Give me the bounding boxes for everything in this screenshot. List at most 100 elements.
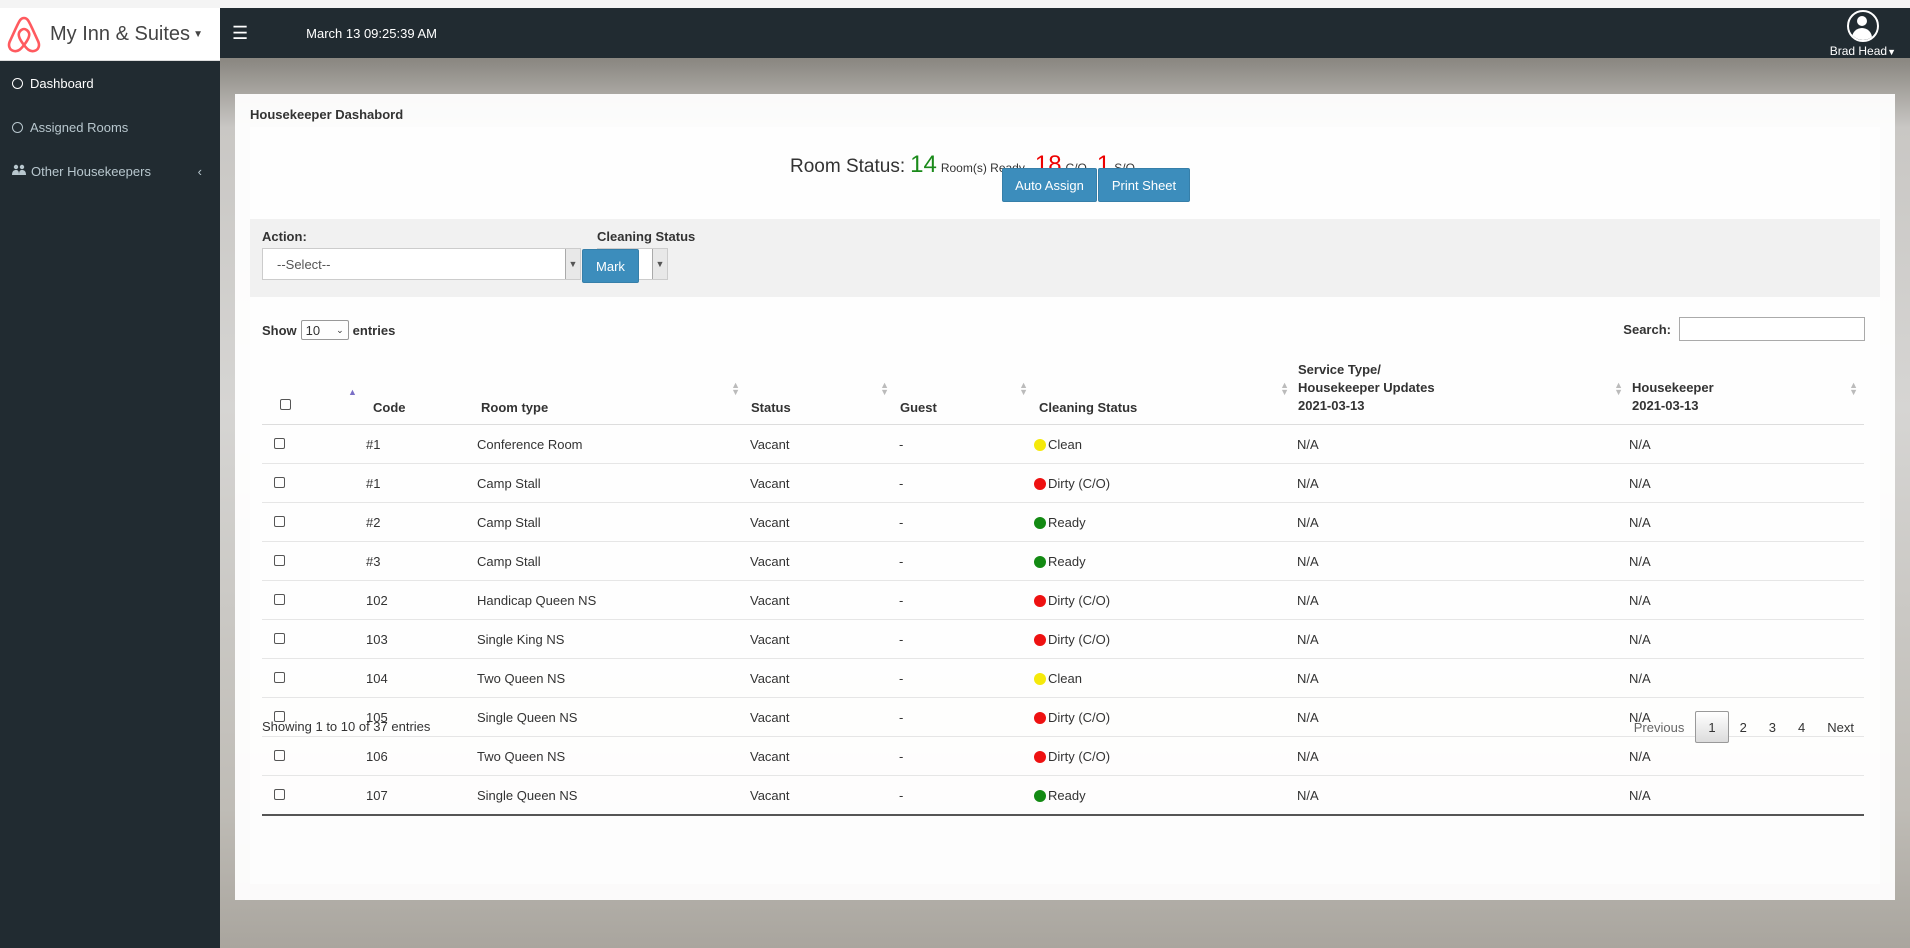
cell-housekeeper: N/A	[1629, 736, 1864, 776]
cell-guest: -	[895, 775, 1034, 815]
cell-status: Vacant	[746, 775, 895, 815]
column-header-code[interactable]: Code ▲	[344, 345, 476, 425]
cell-service-type: N/A	[1295, 658, 1629, 698]
row-checkbox[interactable]	[274, 437, 285, 449]
cleaning-status-text: Dirty (C/O)	[1048, 592, 1111, 608]
row-checkbox[interactable]	[274, 788, 285, 800]
print-sheet-button[interactable]: Print Sheet	[1098, 168, 1190, 202]
row-checkbox[interactable]	[274, 632, 285, 644]
page-button-4[interactable]: 4	[1798, 719, 1806, 735]
row-checkbox-cell	[262, 736, 344, 776]
cleaning-status-text: Dirty (C/O)	[1048, 748, 1111, 764]
column-header-guest[interactable]: Guest ▲ ▼	[895, 345, 1034, 425]
row-checkbox-cell	[262, 424, 344, 464]
cell-guest: -	[895, 697, 1034, 737]
cell-service-type: N/A	[1295, 541, 1629, 581]
select-all-checkbox[interactable]	[280, 399, 291, 410]
datetime: March 13 09:25:39 AM	[306, 25, 437, 41]
mark-button[interactable]: Mark	[582, 249, 639, 283]
row-checkbox[interactable]	[274, 593, 285, 605]
table-row: 105 Single Queen NS Vacant - Dirty (C/O) N/A N…	[262, 697, 1864, 737]
row-checkbox-cell	[262, 658, 344, 698]
search-label: Search:	[1623, 321, 1671, 337]
row-checkbox[interactable]	[274, 554, 285, 566]
cell-housekeeper: N/A	[1629, 502, 1864, 542]
table-row: #1 Camp Stall Vacant - Dirty (C/O) N/A N/A	[262, 463, 1864, 503]
cell-room-type: Single Queen NS	[476, 775, 746, 815]
page-button-3[interactable]: 3	[1768, 719, 1777, 735]
cell-status: Vacant	[746, 658, 895, 698]
row-checkbox[interactable]	[274, 476, 285, 488]
previous-page-button[interactable]: Previous	[1633, 719, 1685, 735]
cell-status: Vacant	[746, 502, 895, 542]
table-row: #1 Conference Room Vacant - Clean N/A N/A	[262, 424, 1864, 464]
sidebar-item-assigned-rooms[interactable]: Assigned Rooms	[0, 105, 220, 149]
cell-housekeeper: N/A	[1629, 775, 1864, 815]
airbnb-logo-icon	[2, 12, 46, 56]
status-dot-icon	[1034, 633, 1046, 646]
next-page-button[interactable]: Next	[1827, 719, 1854, 735]
cell-service-type: N/A	[1295, 697, 1629, 737]
auto-assign-button[interactable]: Auto Assign	[1002, 168, 1097, 202]
search-input[interactable]	[1679, 317, 1865, 341]
row-checkbox[interactable]	[274, 671, 285, 683]
cell-room-type: Two Queen NS	[476, 658, 746, 698]
sort-icon: ▲ ▼	[1614, 380, 1623, 397]
search-control: Search:	[1623, 317, 1865, 341]
column-header-status[interactable]: Status ▲ ▼	[746, 345, 895, 425]
main-area: ☰ March 13 09:25:39 AM Brad Head▼ Housek…	[220, 8, 1910, 948]
brand-menu[interactable]: My Inn & Suites ▼	[0, 8, 220, 61]
hamburger-menu-icon[interactable]: ☰	[232, 22, 249, 43]
cell-housekeeper: N/A	[1629, 658, 1864, 698]
cell-guest: -	[895, 541, 1034, 581]
cleaning-status-text: Dirty (C/O)	[1048, 475, 1111, 491]
row-checkbox-cell	[262, 463, 344, 503]
cell-cleaning-status: Ready	[1034, 502, 1295, 542]
cell-cleaning-status: Ready	[1034, 775, 1295, 815]
cleaning-status-text: Dirty (C/O)	[1048, 631, 1111, 647]
row-checkbox[interactable]	[274, 710, 285, 722]
column-header-cleaning-status[interactable]: Cleaning Status ▲ ▼	[1034, 345, 1295, 425]
sidebar-item-label: Other Housekeepers	[31, 163, 151, 179]
cell-room-type: Two Queen NS	[476, 736, 746, 776]
column-header-room-type[interactable]: Room type ▲ ▼	[476, 345, 746, 425]
cell-housekeeper: N/A	[1629, 541, 1864, 581]
cell-cleaning-status: Dirty (C/O)	[1034, 580, 1295, 620]
rooms-table: Code ▲ Room type ▲ ▼ Status ▲ ▼ Guest ▲ ▼ Clean…	[262, 345, 1864, 816]
row-checkbox[interactable]	[274, 515, 285, 527]
row-checkbox[interactable]	[274, 749, 285, 761]
sort-icon: ▲ ▼	[1019, 380, 1028, 397]
entries-select[interactable]: 10 ⌄	[300, 320, 349, 340]
cell-cleaning-status: Clean	[1034, 424, 1295, 464]
show-label: Show	[262, 322, 297, 338]
status-dot-icon	[1034, 672, 1046, 685]
status-dot-icon	[1034, 789, 1046, 802]
page-button-2[interactable]: 2	[1739, 719, 1747, 735]
status-dot-icon	[1034, 594, 1046, 607]
row-checkbox-cell	[262, 775, 344, 815]
cleaning-status-text: Dirty (C/O)	[1048, 709, 1111, 725]
table-row: 104 Two Queen NS Vacant - Clean N/A N/A	[262, 658, 1864, 698]
cell-guest: -	[895, 463, 1034, 503]
entries-length-control: Show 10 ⌄ entries	[262, 320, 395, 340]
sidebar-item-other-housekeepers[interactable]: Other Housekeepers ‹	[0, 149, 220, 193]
cell-code: 105	[344, 697, 476, 737]
cell-service-type: N/A	[1295, 424, 1629, 464]
cell-code: 106	[344, 736, 476, 776]
column-header-housekeeper[interactable]: Housekeeper 2021-03-13 ▲ ▼	[1629, 345, 1864, 425]
cell-room-type: Camp Stall	[476, 541, 746, 581]
sidebar-item-dashboard[interactable]: Dashboard	[0, 61, 220, 105]
cell-room-type: Camp Stall	[476, 463, 746, 503]
user-name: Brad Head	[1829, 44, 1888, 58]
cell-code: 107	[344, 775, 476, 815]
circle-icon	[12, 77, 23, 89]
user-menu[interactable]: Brad Head▼	[1830, 10, 1896, 58]
status-dot-icon	[1034, 555, 1046, 568]
pagination: Previous 1 2 3 4 Next	[1623, 711, 1865, 743]
cell-status: Vacant	[746, 424, 895, 464]
page-button-1[interactable]: 1	[1695, 711, 1729, 743]
caret-down-icon: ▼	[1887, 47, 1896, 57]
action-select[interactable]: --Select-- ▼	[262, 248, 581, 280]
cell-cleaning-status: Clean	[1034, 658, 1295, 698]
column-header-service-type[interactable]: Service Type/Housekeeper Updates 2021-03-…	[1295, 345, 1629, 425]
